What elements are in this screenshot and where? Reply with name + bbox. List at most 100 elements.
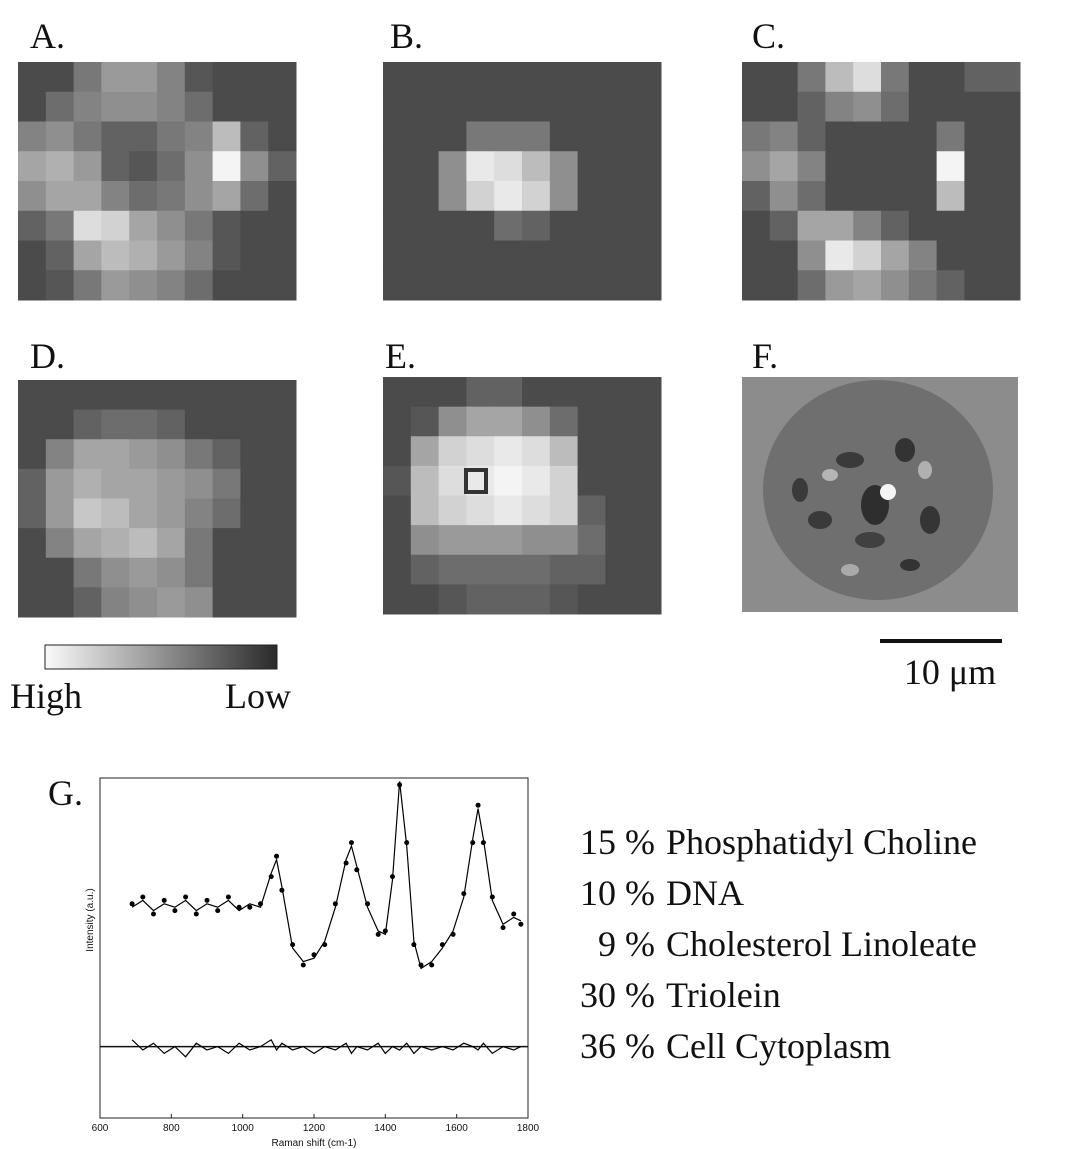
heatmap-cell	[184, 181, 214, 212]
y-axis-label: Intensity (a.u.)	[85, 888, 96, 951]
heatmap-cell	[383, 181, 412, 212]
panel-label: D.	[30, 336, 65, 376]
heatmap-cell	[549, 436, 579, 467]
heatmap-cell	[992, 270, 1021, 301]
heatmap-cell	[45, 270, 75, 301]
composition-name: Phosphatidyl Choline	[666, 822, 977, 862]
heatmap-cell	[549, 525, 579, 556]
heatmap-cell	[45, 528, 75, 559]
heatmap-cell	[494, 377, 523, 408]
panel-label: G.	[48, 773, 83, 813]
heatmap-cell	[240, 240, 269, 271]
heatmap-cell	[992, 121, 1021, 152]
heatmap-cell	[549, 181, 579, 212]
heatmap-cell	[18, 439, 47, 470]
heatmap-cell	[157, 121, 186, 152]
heatmap-cell	[129, 91, 158, 122]
heatmap-cell	[881, 210, 910, 241]
heatmap-cell	[101, 409, 130, 440]
heatmap-cell	[129, 270, 158, 301]
heatmap-cell	[605, 151, 634, 182]
heatmap-cell	[438, 436, 467, 467]
heatmap-cell	[964, 210, 993, 241]
x-axis-label: Raman shift (cm-1)	[271, 1138, 356, 1149]
heatmap-cell	[577, 240, 606, 271]
heatmap-cell	[633, 525, 662, 556]
heatmap-cell	[522, 91, 551, 122]
spectrum-point	[429, 962, 435, 968]
heatmap-cell	[466, 406, 495, 437]
spectrum-point	[322, 942, 328, 948]
heatmap-cell	[466, 436, 495, 467]
heatmap-cell	[383, 240, 412, 271]
heatmap-cell	[605, 406, 634, 437]
heatmap-cell	[212, 151, 241, 182]
composition-name: Triolein	[666, 975, 781, 1015]
heatmap-cell	[18, 270, 47, 301]
heatmap-cell	[157, 91, 186, 122]
heatmap-cell	[964, 62, 993, 93]
heatmap-cell	[522, 465, 551, 496]
heatmap-cell	[992, 151, 1021, 182]
heatmap-cell	[438, 62, 467, 93]
heatmap-cell	[549, 121, 579, 152]
heatmap-cell	[157, 270, 186, 301]
heatmap-cell	[936, 151, 965, 182]
heatmap-cell	[936, 270, 965, 301]
heatmap-cell	[494, 121, 523, 152]
heatmap-cell	[212, 528, 241, 559]
heatmap-cell	[797, 181, 826, 212]
heatmap-cell	[73, 409, 102, 440]
heatmap-cell	[157, 210, 186, 241]
heatmap-cell	[438, 554, 467, 585]
spectrum-point	[161, 897, 167, 903]
composition-amount: 36 %	[580, 1026, 655, 1066]
heatmap-cell	[45, 210, 75, 241]
heatmap-cell	[268, 380, 297, 411]
heatmap-cell	[881, 151, 910, 182]
heatmap-cell	[410, 554, 440, 585]
heatmap-cell	[633, 554, 662, 585]
composition-name: DNA	[666, 873, 744, 913]
heatmap-cell	[466, 495, 495, 526]
heatmap-cell	[797, 121, 826, 152]
heatmap-cell	[410, 240, 440, 271]
heatmap-cell	[18, 468, 47, 499]
x-tick-label: 1800	[517, 1123, 540, 1134]
heatmap-cell	[101, 210, 130, 241]
plot-frame	[99, 777, 529, 1119]
heatmap-cell	[549, 406, 579, 437]
heatmap-cell	[908, 151, 938, 182]
heatmap-cell	[184, 498, 214, 529]
heatmap-cell	[936, 91, 965, 122]
heatmap-cell	[769, 91, 799, 122]
heatmap-cell	[240, 270, 269, 301]
heatmap-cell	[240, 181, 269, 212]
heatmap-cell	[853, 270, 882, 301]
heatmap-cell	[410, 270, 440, 301]
heatmap-cell	[129, 62, 158, 93]
heatmap-cell	[157, 439, 186, 470]
heatmap-cell	[184, 91, 214, 122]
heatmap-cell	[438, 495, 467, 526]
colorbar	[44, 644, 278, 670]
spectrum-point	[247, 904, 253, 910]
heatmap-cell	[992, 181, 1021, 212]
heatmap-cell	[45, 380, 75, 411]
heatmap-cell	[964, 151, 993, 182]
heatmap-cell	[853, 240, 882, 271]
heatmap-cell	[881, 181, 910, 212]
heatmap-cell	[522, 62, 551, 93]
heatmap-cell	[129, 498, 158, 529]
heatmap-cell	[157, 181, 186, 212]
heatmap-cell	[268, 587, 297, 618]
heatmap-cell	[101, 240, 130, 271]
heatmap-cell	[466, 62, 495, 93]
heatmap-cell	[73, 210, 102, 241]
heatmap-cell	[605, 240, 634, 271]
heatmap-cell	[494, 584, 523, 615]
heatmap-cell	[184, 439, 214, 470]
spectrum-point	[290, 942, 296, 948]
heatmap-cell	[908, 121, 938, 152]
heatmap-cell	[129, 409, 158, 440]
